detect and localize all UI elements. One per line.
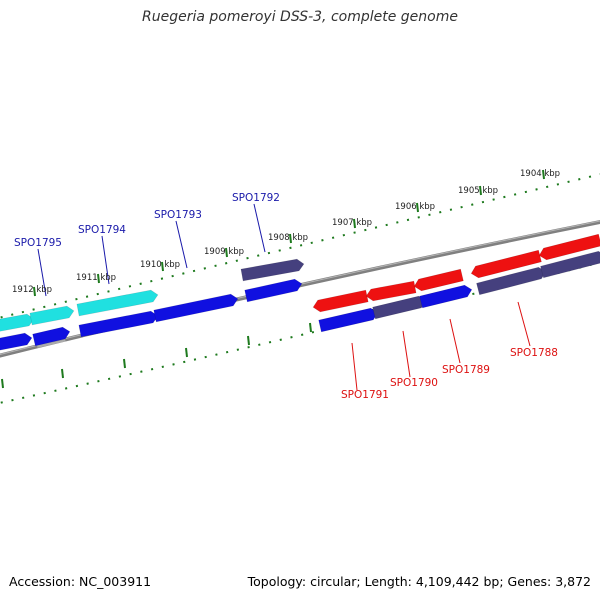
gene-features [0,233,600,353]
topology-text: Topology: circular; Length: 4,109,442 bp… [247,574,591,589]
tick-label-1905: 1905 kbp [458,186,498,196]
gene-cyan[interactable] [0,313,35,333]
gene-blue[interactable] [244,278,303,303]
gene-label-spo1795[interactable]: SPO1795 [14,237,62,249]
label-leaders [37,203,531,391]
gene-blue[interactable] [153,293,239,323]
leader-line [517,301,531,347]
gene-label-spo1789[interactable]: SPO1789 [442,364,490,376]
leader-line [449,318,461,364]
outer-tick-track [0,173,600,319]
accession-text: Accession: NC_003911 [9,574,152,589]
gene-red-shine [548,246,600,262]
gene-label-spo1794[interactable]: SPO1794 [78,224,126,236]
inner-major-tick [123,358,126,369]
gene-slate[interactable] [240,258,305,282]
tick-label-1911: 1911 kbp [76,273,116,283]
outer-major-tick [33,286,36,297]
tick-label-1910: 1910 kbp [140,260,180,270]
inner-tick-track [0,261,600,404]
gene-red-shine [321,302,369,314]
gene-slate-shine [244,271,300,284]
outer-major-tick [97,273,100,284]
leader-line [37,248,47,297]
tick-label-1909: 1909 kbp [204,247,244,257]
leader-line [351,342,358,391]
gene-cyan-shine [33,318,70,328]
leader-line [402,330,411,378]
gene-red[interactable] [470,249,542,279]
gene-blue[interactable] [419,284,473,309]
gene-label-spo1793[interactable]: SPO1793 [154,209,202,221]
inner-major-tick [1,378,4,389]
gene-label-spo1788[interactable]: SPO1788 [510,347,558,359]
gene-blue-shine [424,297,468,310]
outer-major-tick [225,247,228,258]
gene-blue-shine [249,291,298,304]
tick-label-1904: 1904 kbp [520,169,560,179]
gene-red-shine [423,281,464,293]
gene-blue-shine [157,306,234,324]
inner-major-tick [309,322,312,333]
tick-label-1908: 1908 kbp [268,233,308,243]
outer-major-tick [416,202,419,213]
gene-slate-shine [481,279,542,297]
gene-red[interactable] [413,268,464,292]
gene-blue-shine [323,320,374,334]
gene-cyan-shine [80,302,154,319]
gene-slate[interactable] [540,250,600,279]
outer-major-tick [289,233,292,244]
map-title: Ruegeria pomeroyi DSS-3, complete genome [142,9,458,25]
gene-red-shine [374,293,417,304]
gene-red-shine [480,262,542,280]
inner-major-tick [247,335,250,346]
outer-major-tick [161,261,164,272]
gene-label-spo1791[interactable]: SPO1791 [341,389,389,401]
outer-major-tick [353,218,356,229]
gene-blue[interactable] [32,326,71,347]
tick-label-1906: 1906 kbp [395,202,435,212]
gene-slate-shine [545,263,600,280]
gene-label-spo1792[interactable]: SPO1792 [232,192,280,204]
gene-label-spo1790[interactable]: SPO1790 [390,377,438,389]
gene-cyan[interactable] [29,305,75,326]
gene-slate-shine [377,308,422,321]
gene-cyan-shine [0,326,30,334]
tick-label-1912: 1912 kbp [12,285,52,295]
inner-major-tick [185,347,188,358]
gene-red[interactable] [538,233,600,261]
gene-blue-shine [82,323,154,339]
inner-major-tick [61,368,64,379]
leader-line [175,220,188,269]
leader-line [253,203,266,253]
outer-major-tick [542,169,545,180]
gene-blue-shine [37,339,66,348]
leader-line [101,235,110,285]
gene-red[interactable] [365,280,417,302]
outer-major-tick [479,185,482,196]
gene-cyan[interactable] [76,289,159,317]
gene-blue[interactable] [0,332,33,352]
gene-blue-shine [0,345,28,353]
gene-blue[interactable] [78,310,159,338]
tick-label-1907: 1907 kbp [332,218,372,228]
